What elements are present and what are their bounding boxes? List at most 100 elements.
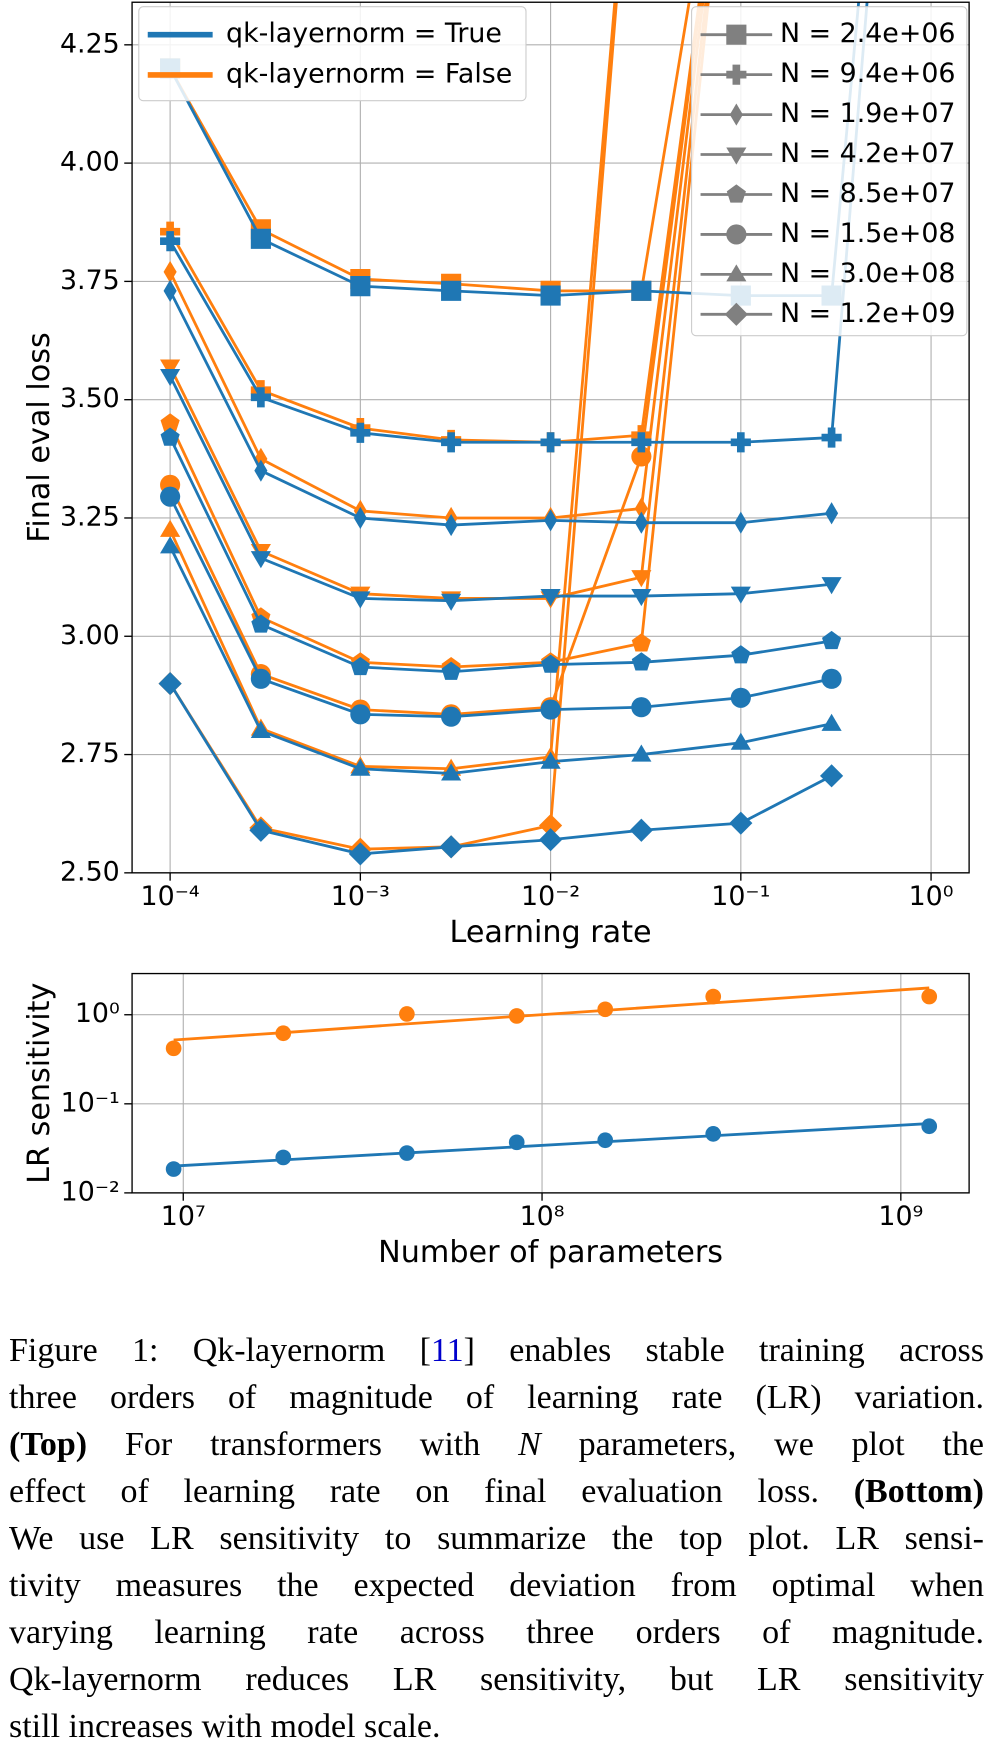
data-point <box>540 285 561 306</box>
legend-marker <box>726 264 747 282</box>
data-point <box>250 551 271 569</box>
caption-text: For transformers with <box>87 1426 519 1463</box>
data-point <box>730 687 751 708</box>
data-point <box>441 706 462 727</box>
legend-label: qk-layernorm = True <box>226 18 502 49</box>
x-tick-label: 10⁻¹ <box>711 881 770 912</box>
legend-marker <box>724 302 748 326</box>
data-point <box>160 368 181 387</box>
series-line <box>168 2 617 771</box>
data-point <box>631 744 652 762</box>
legend-label: N = 4.2e+07 <box>780 138 956 169</box>
data-point <box>350 591 371 609</box>
legend-label: N = 3.0e+08 <box>780 258 956 289</box>
y-tick-label: 2.50 <box>60 856 120 887</box>
x-axis-label: Number of parameters <box>378 1235 723 1270</box>
data-point <box>350 758 371 776</box>
caption-line: still increases with model scale. <box>9 1703 984 1750</box>
legend-label: qk-layernorm = False <box>226 58 512 89</box>
caption-math: N <box>518 1426 541 1463</box>
caption-line: three orders of magnitude of learning ra… <box>9 1374 984 1421</box>
data-point <box>508 1134 525 1151</box>
data-point <box>441 763 462 781</box>
plot-area <box>165 986 938 1177</box>
plot-area <box>158 2 869 866</box>
data-point <box>820 764 844 788</box>
data-point <box>539 828 563 852</box>
data-point <box>729 811 753 835</box>
data-point <box>597 1001 614 1018</box>
data-point <box>821 427 842 448</box>
data-point <box>631 570 652 588</box>
caption-text: ] enables stable training across <box>463 1332 985 1369</box>
citation[interactable]: 11 <box>430 1332 464 1369</box>
y-tick-label: 4.00 <box>60 147 120 178</box>
x-tick-label: 10⁷ <box>161 1201 206 1232</box>
data-point <box>160 519 181 537</box>
data-point <box>163 279 177 302</box>
data-point <box>251 614 271 633</box>
x-tick-label: 10⁸ <box>520 1201 565 1232</box>
y-axis-label: LR sensitivity <box>22 983 57 1184</box>
caption-line: (Top) For transformers with N parameters… <box>9 1421 984 1468</box>
legend-marker <box>726 224 747 245</box>
caption-line: varying learning rate across three order… <box>9 1609 984 1656</box>
legend-marker <box>726 147 747 165</box>
caption-line: Figure 1: Qk-layernorm [11] enables stab… <box>9 1327 984 1374</box>
data-point <box>540 699 561 720</box>
data-point <box>441 593 462 611</box>
data-point <box>821 713 842 731</box>
data-point <box>730 732 751 750</box>
legend-label: N = 1.9e+07 <box>780 98 956 129</box>
data-point <box>541 654 561 673</box>
data-point <box>730 586 751 604</box>
series-line <box>168 545 832 775</box>
legend-marker <box>726 24 747 45</box>
data-point <box>730 432 751 453</box>
bottom-chart: 10⁷ 10⁸ 10⁹ 10⁻² 10⁻¹ 10⁰ Number of parameters… <box>22 972 970 1270</box>
y-axis-label: Final eval loss <box>22 332 57 543</box>
y-tick-label: 3.50 <box>60 383 120 414</box>
data-point <box>275 1025 292 1042</box>
data-point <box>705 1126 722 1142</box>
data-point <box>160 413 180 432</box>
data-point <box>350 422 371 443</box>
x-tick-label: 10⁻² <box>521 881 580 912</box>
y-tick-label: 10⁻² <box>61 1176 120 1207</box>
data-point <box>348 842 372 866</box>
data-point <box>250 720 271 738</box>
series-line <box>168 496 832 719</box>
caption-bold: (Top) <box>9 1426 88 1463</box>
data-point <box>439 835 463 859</box>
caption-text: varying learning rate across three order… <box>9 1614 984 1651</box>
caption-text: three orders of magnitude of learning ra… <box>9 1379 984 1416</box>
data-point <box>249 818 273 842</box>
series-line <box>168 436 832 674</box>
data-point <box>705 988 722 1005</box>
data-point <box>350 704 371 725</box>
data-point <box>165 1040 182 1057</box>
legend-marker <box>726 64 747 85</box>
x-tick-label: 10⁻³ <box>331 881 390 912</box>
y-tick-label: 2.75 <box>60 738 120 769</box>
data-point <box>734 511 748 534</box>
legend-label: N = 9.4e+06 <box>780 58 956 89</box>
legend-marker <box>726 184 746 203</box>
data-point <box>250 228 271 249</box>
data-point <box>160 486 181 507</box>
data-point <box>921 988 938 1005</box>
caption-text: effect of learning rate on final evaluat… <box>9 1473 854 1510</box>
data-point <box>921 1118 938 1135</box>
data-point <box>160 231 181 252</box>
data-point <box>631 652 651 671</box>
data-point <box>441 661 461 680</box>
caption: Figure 1: Qk-layernorm [11] enables stab… <box>9 1327 984 1750</box>
data-point <box>441 280 462 301</box>
data-point <box>160 359 181 377</box>
data-point <box>399 1145 415 1161</box>
data-point <box>544 509 558 532</box>
legend-box <box>138 6 527 102</box>
caption-line: Qk-layernorm reduces LR sensitivity, but… <box>9 1656 984 1703</box>
